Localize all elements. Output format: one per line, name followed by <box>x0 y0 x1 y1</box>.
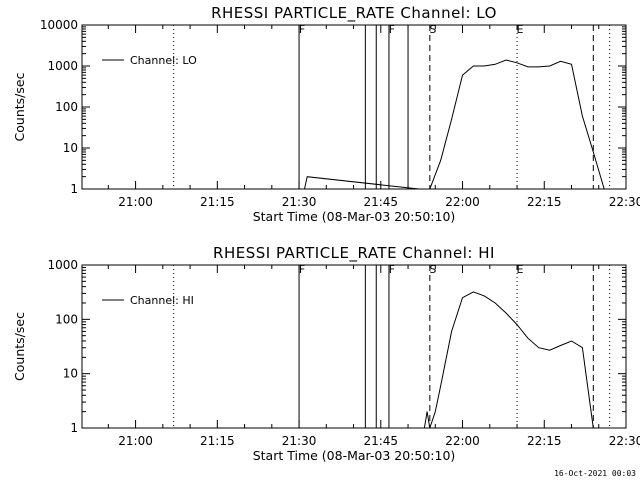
plot-frame <box>81 24 627 190</box>
y-tick-label: 1 <box>70 182 78 196</box>
x-tick-label: 22:00 <box>445 434 480 448</box>
y-tick-label: 100 <box>55 312 78 326</box>
x-tick-label: 22:00 <box>445 195 480 209</box>
y-axis-label: Counts/sec <box>12 312 27 381</box>
x-axis-label: Start Time (08-Mar-03 20:50:10) <box>253 448 456 463</box>
event-marker-label: F <box>299 263 305 276</box>
x-tick-label: 21:00 <box>118 434 153 448</box>
chart-title: RHESSI PARTICLE_RATE Channel: HI <box>213 244 495 263</box>
event-marker-label: F <box>389 263 395 276</box>
x-tick-label: 21:15 <box>200 195 235 209</box>
y-tick-label: 1000 <box>47 59 78 73</box>
x-tick-label: 22:30 <box>609 434 640 448</box>
y-tick-label: 10 <box>63 141 78 155</box>
event-marker-label: S <box>429 263 436 276</box>
event-marker-label: E <box>517 23 524 36</box>
y-tick-label: 10000 <box>40 18 78 32</box>
timestamp: 16-Oct-2021 00:03 <box>554 469 636 478</box>
legend-label: Channel: HI <box>130 294 194 307</box>
y-tick-label: 10 <box>63 367 78 381</box>
event-marker-label: E <box>517 263 524 276</box>
y-tick-label: 100 <box>55 100 78 114</box>
panel-1 <box>81 24 627 190</box>
plot-frame <box>81 264 627 429</box>
x-tick-label: 21:45 <box>363 195 398 209</box>
series-line <box>423 291 594 429</box>
x-tick-label: 21:00 <box>118 195 153 209</box>
chart-title: RHESSI PARTICLE_RATE Channel: LO <box>211 4 497 23</box>
x-tick-label: 21:30 <box>282 434 317 448</box>
y-axis-label: Counts/sec <box>12 72 27 141</box>
y-tick-label: 1000 <box>47 258 78 272</box>
event-marker-label: F <box>389 23 395 36</box>
x-tick-label: 22:15 <box>527 195 562 209</box>
panel-2 <box>81 264 627 429</box>
x-tick-label: 21:45 <box>363 434 398 448</box>
x-tick-label: 21:15 <box>200 434 235 448</box>
event-marker-label: F <box>299 23 305 36</box>
x-tick-label: 22:15 <box>527 434 562 448</box>
x-axis-label: Start Time (08-Mar-03 20:50:10) <box>253 209 456 224</box>
x-tick-label: 22:30 <box>609 195 640 209</box>
event-marker-label: S <box>429 23 436 36</box>
series-line <box>299 59 610 190</box>
legend-label: Channel: LO <box>130 54 197 67</box>
x-tick-label: 21:30 <box>282 195 317 209</box>
y-tick-label: 1 <box>70 421 78 435</box>
